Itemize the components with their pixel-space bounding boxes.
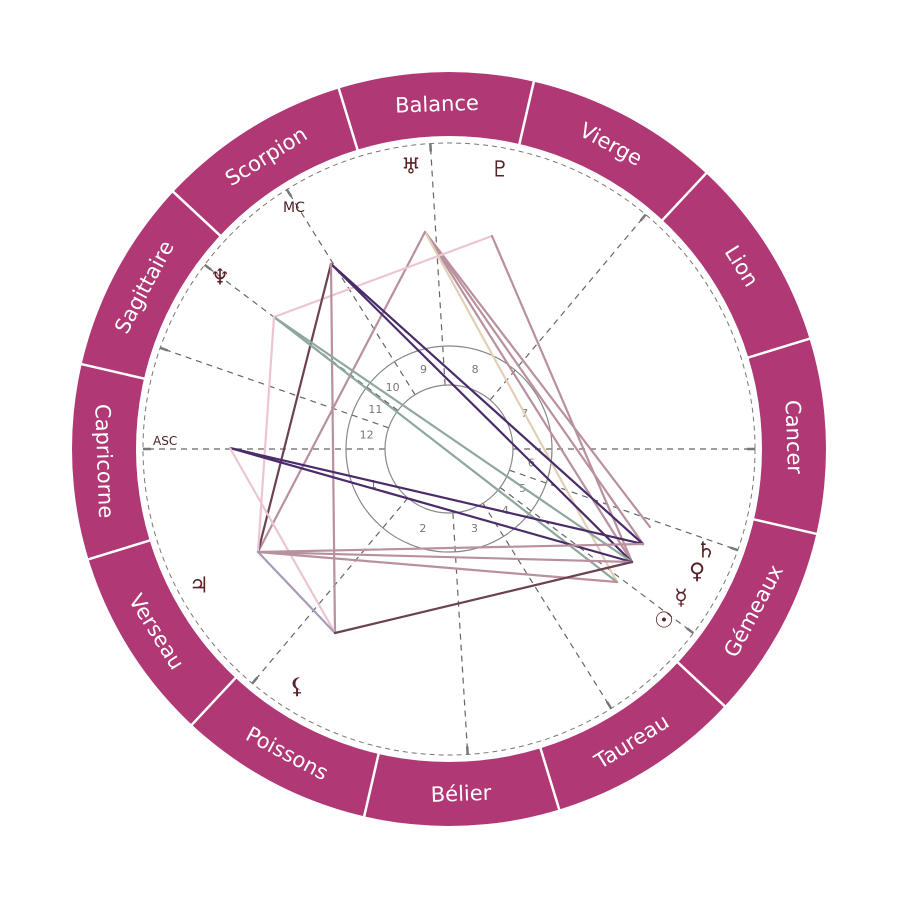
aspect-line [256, 230, 427, 554]
house-cusp-10 [286, 189, 416, 396]
aspect-line [329, 262, 634, 564]
sign-divider [190, 676, 238, 727]
neptune-icon: ♆ [210, 266, 230, 291]
house-cusp-9 [429, 143, 446, 386]
mc-label: MC [283, 200, 305, 216]
house-number-11: 11 [368, 403, 382, 416]
aspect-lines [228, 230, 652, 635]
lilith-icon: ⚸ [289, 675, 305, 700]
sign-label-belier: Bélier [430, 781, 492, 807]
house-number-8: 8 [472, 363, 479, 376]
cusp-tick [159, 346, 169, 352]
aspect-line [329, 262, 337, 635]
house-cusp-12 [159, 347, 389, 429]
aspect-line [272, 315, 619, 584]
sign-divider [539, 747, 561, 811]
aspect-line [423, 230, 619, 584]
sign-label-balance: Balance [395, 91, 480, 118]
sign-divider [660, 171, 708, 222]
asc-label: ASC [153, 434, 177, 448]
sign-divider [87, 539, 151, 561]
sun-icon: ☉ [654, 609, 674, 634]
house-number-10: 10 [386, 381, 400, 394]
aspect-line [423, 230, 634, 564]
sign-divider [676, 660, 727, 708]
aspect-line [256, 262, 333, 554]
sign-divider [171, 190, 222, 238]
sign-divider [362, 752, 381, 818]
cusp-tick [686, 627, 695, 635]
aspect-line [423, 230, 645, 546]
venus-icon: ♀ [689, 560, 705, 585]
sign-divider [80, 362, 146, 381]
aspect-line [329, 262, 645, 546]
aspect-line [256, 315, 276, 554]
house-ring-inner [384, 384, 514, 514]
house-ring-outer [345, 345, 553, 553]
sign-divider [517, 80, 536, 146]
aspect-line [256, 550, 619, 584]
aspect-line [256, 550, 634, 564]
cusp-tick [251, 676, 259, 685]
aspect-line [423, 230, 652, 529]
aspect-line [333, 560, 634, 635]
pluto-icon: ♇ [490, 158, 510, 183]
sign-divider [747, 337, 811, 359]
aspect-line [228, 446, 645, 546]
house-number-2: 2 [419, 522, 426, 535]
house-number-12: 12 [360, 429, 374, 442]
jupiter-icon: ♃ [189, 574, 209, 599]
aspect-line [228, 446, 337, 635]
house-number-ring: 123456789101112 [345, 345, 553, 553]
house-cusp-8 [489, 214, 647, 401]
house-cusps [143, 143, 755, 755]
house-cusp-4 [482, 502, 612, 709]
planet-glyphs: ♅ ♇ ♆ ♄♀☿☉ ♃ ⚸ [189, 155, 716, 700]
saturn-icon: ♄ [696, 539, 716, 564]
aspect-line [228, 446, 634, 564]
cusp-tick [729, 546, 739, 552]
sign-label-capricorne: Capricorne [90, 404, 118, 519]
zodiac-ring [72, 72, 826, 826]
house-number-1: 1 [370, 478, 377, 491]
angle-labels: ASC MC [153, 200, 305, 448]
sign-label-cancer: Cancer [781, 400, 808, 475]
house-cusp-3 [452, 512, 469, 755]
house-number-4: 4 [502, 504, 509, 517]
house-number-3: 3 [471, 522, 478, 535]
cusp-tick [203, 263, 212, 271]
uranus-icon: ♅ [401, 155, 421, 180]
aspect-line [272, 315, 634, 564]
mercury-icon: ☿ [674, 586, 688, 611]
cusp-tick [639, 213, 647, 222]
house-cusp-6 [509, 469, 739, 551]
sign-divider [752, 517, 818, 536]
sign-divider [337, 87, 359, 151]
house-number-9: 9 [420, 363, 427, 376]
house-cusp-2 [251, 497, 409, 684]
aspect-line [272, 234, 494, 319]
aspect-line [256, 550, 337, 635]
cusp-tick [605, 701, 613, 710]
aspect-line [256, 542, 645, 554]
aspect-line [490, 234, 634, 564]
cusp-tick [285, 188, 293, 197]
